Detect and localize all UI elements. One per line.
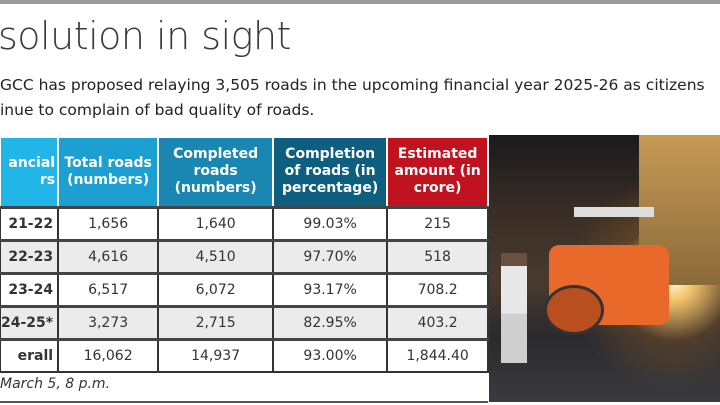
year-cell: 22-23 bbox=[0, 238, 60, 274]
amount-cell: 1,844.40 bbox=[386, 337, 490, 373]
completed-roads-cell: 4,510 bbox=[157, 238, 275, 274]
header-total-roads: Total roads (numbers) bbox=[57, 136, 160, 208]
year-cell: 21-22 bbox=[0, 205, 60, 241]
completion-percent-cell: 93.00% bbox=[272, 337, 389, 373]
completion-percent-cell: 93.17% bbox=[272, 271, 389, 307]
header-estimated-amount: Estimated amount (in crore) bbox=[386, 136, 490, 208]
header-completed-roads: Completed roads (numbers) bbox=[157, 136, 275, 208]
total-roads-cell: 3,273 bbox=[57, 304, 160, 340]
amount-cell: 518 bbox=[386, 238, 490, 274]
completion-percent-cell: 82.95% bbox=[272, 304, 389, 340]
table-row: 21-22 1,656 1,640 99.03% 215 bbox=[0, 205, 490, 241]
roller-canopy bbox=[574, 207, 654, 217]
amount-cell: 215 bbox=[386, 205, 490, 241]
completed-roads-cell: 1,640 bbox=[157, 205, 275, 241]
table-row: 24-25* 3,273 2,715 82.95% 403.2 bbox=[0, 304, 490, 340]
year-cell: erall bbox=[0, 337, 60, 373]
table-row: erall 16,062 14,937 93.00% 1,844.40 bbox=[0, 337, 490, 373]
table-row: 23-24 6,517 6,072 93.17% 708.2 bbox=[0, 271, 490, 307]
amount-cell: 403.2 bbox=[386, 304, 490, 340]
table-row: 22-23 4,616 4,510 97.70% 518 bbox=[0, 238, 490, 274]
completed-roads-cell: 6,072 bbox=[157, 271, 275, 307]
footnote: March 5, 8 p.m. bbox=[0, 376, 111, 392]
total-roads-cell: 6,517 bbox=[57, 271, 160, 307]
year-cell: 23-24 bbox=[0, 271, 60, 307]
amount-cell: 708.2 bbox=[386, 271, 490, 307]
total-roads-cell: 4,616 bbox=[57, 238, 160, 274]
roller-drum bbox=[544, 285, 604, 335]
table-header: ancial rs Total roads (numbers) Completed… bbox=[0, 136, 490, 208]
header-financial-years: ancial rs bbox=[0, 136, 60, 208]
year-cell: 24-25* bbox=[0, 304, 60, 340]
road-roller-photo bbox=[489, 135, 720, 402]
completed-roads-cell: 14,937 bbox=[157, 337, 275, 373]
roads-table: ancial rs Total roads (numbers) Completed… bbox=[0, 136, 490, 373]
person-standing bbox=[501, 253, 527, 363]
completed-roads-cell: 2,715 bbox=[157, 304, 275, 340]
summary-line-1: GCC has proposed relaying 3,505 roads in… bbox=[0, 76, 705, 94]
total-roads-cell: 16,062 bbox=[57, 337, 160, 373]
headline: solution in sight bbox=[0, 14, 291, 58]
top-rule bbox=[0, 0, 720, 4]
table-bottom-rule bbox=[0, 401, 488, 403]
completion-percent-cell: 97.70% bbox=[272, 238, 389, 274]
header-completion-percentage: Completion of roads (in percentage) bbox=[272, 136, 389, 208]
total-roads-cell: 1,656 bbox=[57, 205, 160, 241]
summary-line-2: inue to complain of bad quality of roads… bbox=[0, 101, 315, 119]
completion-percent-cell: 99.03% bbox=[272, 205, 389, 241]
